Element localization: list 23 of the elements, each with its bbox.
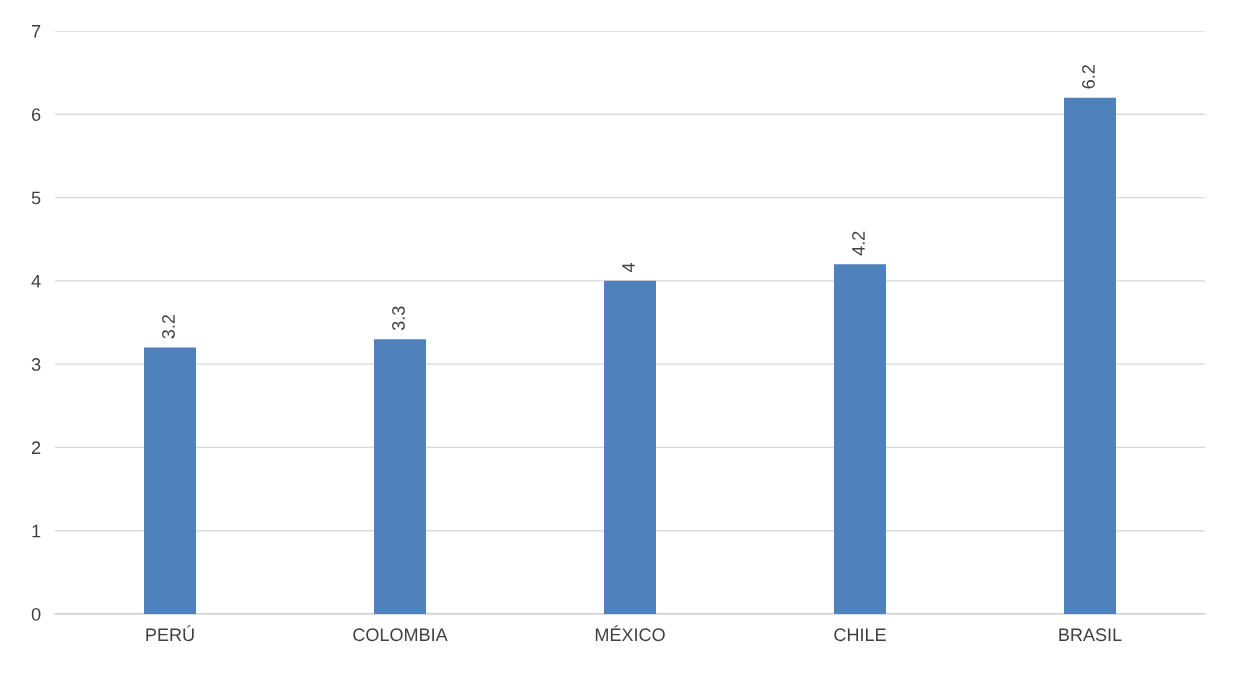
data-label: 6.2: [1082, 65, 1095, 89]
bar: [374, 339, 426, 614]
x-tick-label: CHILE: [834, 628, 886, 642]
y-tick-label: 2: [31, 441, 41, 454]
y-tick-label: 4: [31, 274, 41, 288]
data-label: 4: [622, 263, 635, 273]
y-tick-label: 6: [31, 108, 41, 122]
y-tick-label: 1: [32, 524, 41, 538]
data-label: 4.2: [852, 231, 865, 256]
x-tick-label: MÉXICO: [595, 625, 665, 642]
x-tick-label: COLOMBIA: [353, 628, 448, 642]
bar: [834, 264, 886, 614]
y-tick-label: 3: [31, 358, 41, 371]
y-tick-label: 7: [32, 25, 41, 38]
bar: [1064, 97, 1116, 614]
bar: [144, 347, 196, 614]
data-label: 3.3: [392, 306, 405, 331]
x-tick-label: PERÚ: [146, 625, 194, 642]
y-tick-label: 0: [31, 607, 41, 621]
bar: [604, 280, 656, 614]
data-label: 3.2: [162, 314, 175, 339]
x-tick-label: BRASIL: [1059, 628, 1122, 642]
y-tick-label: 5: [31, 191, 41, 205]
